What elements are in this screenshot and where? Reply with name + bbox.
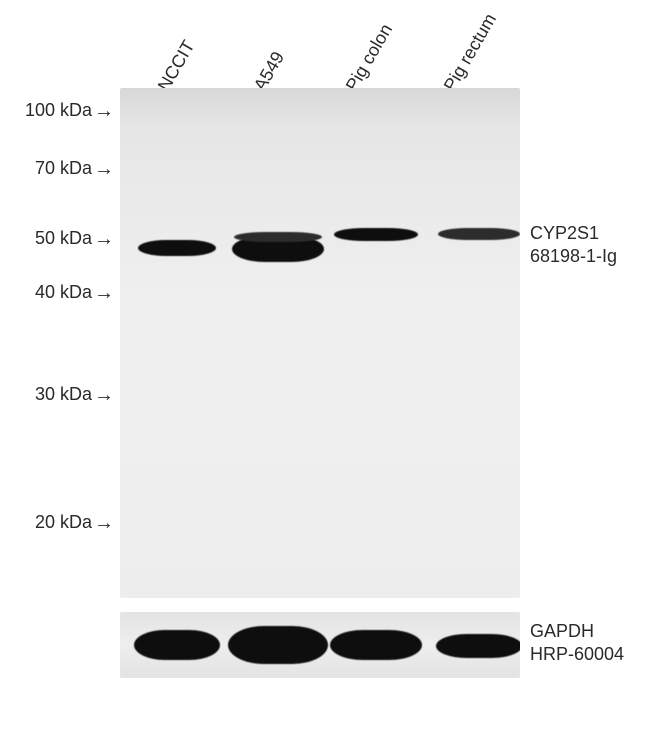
mw-marker: 40 kDa → [0, 282, 114, 303]
figure-container: WWW.PTGLAB.COM NCCIT A549 Pig colon Pig … [0, 0, 650, 732]
loading-catalog: HRP-60004 [530, 643, 624, 666]
mw-label: 20 kDa [0, 512, 92, 533]
loading-name: GAPDH [530, 620, 624, 643]
main-blot-panel [120, 88, 520, 598]
loading-label: GAPDH HRP-60004 [530, 620, 624, 665]
mw-marker: 50 kDa → [0, 228, 114, 249]
mw-marker: 100 kDa → [0, 100, 114, 121]
blot-band [138, 240, 216, 256]
mw-marker: 20 kDa → [0, 512, 114, 533]
target-catalog: 68198-1-Ig [530, 245, 617, 268]
arrow-right-icon: → [94, 513, 114, 533]
arrow-right-icon: → [94, 159, 114, 179]
loading-band [134, 630, 220, 660]
loading-control-panel [120, 612, 520, 678]
loading-band [330, 630, 422, 660]
mw-label: 50 kDa [0, 228, 92, 249]
arrow-right-icon: → [94, 385, 114, 405]
loading-band [228, 626, 328, 664]
mw-marker: 70 kDa → [0, 158, 114, 179]
loading-band [436, 634, 520, 658]
blot-band [334, 228, 418, 241]
blot-band [438, 228, 520, 240]
mw-label: 30 kDa [0, 384, 92, 405]
target-label: CYP2S1 68198-1-Ig [530, 222, 617, 267]
arrow-right-icon: → [94, 229, 114, 249]
mw-marker: 30 kDa → [0, 384, 114, 405]
mw-label: 40 kDa [0, 282, 92, 303]
mw-label: 70 kDa [0, 158, 92, 179]
target-name: CYP2S1 [530, 222, 617, 245]
lane-label: Pig rectum [440, 10, 501, 95]
watermark-text: WWW.PTGLAB.COM [0, 80, 10, 558]
lane-label: Pig colon [342, 20, 397, 95]
arrow-right-icon: → [94, 101, 114, 121]
lane-label: NCCIT [154, 37, 200, 95]
mw-label: 100 kDa [0, 100, 92, 121]
blot-band [234, 232, 322, 242]
arrow-right-icon: → [94, 283, 114, 303]
